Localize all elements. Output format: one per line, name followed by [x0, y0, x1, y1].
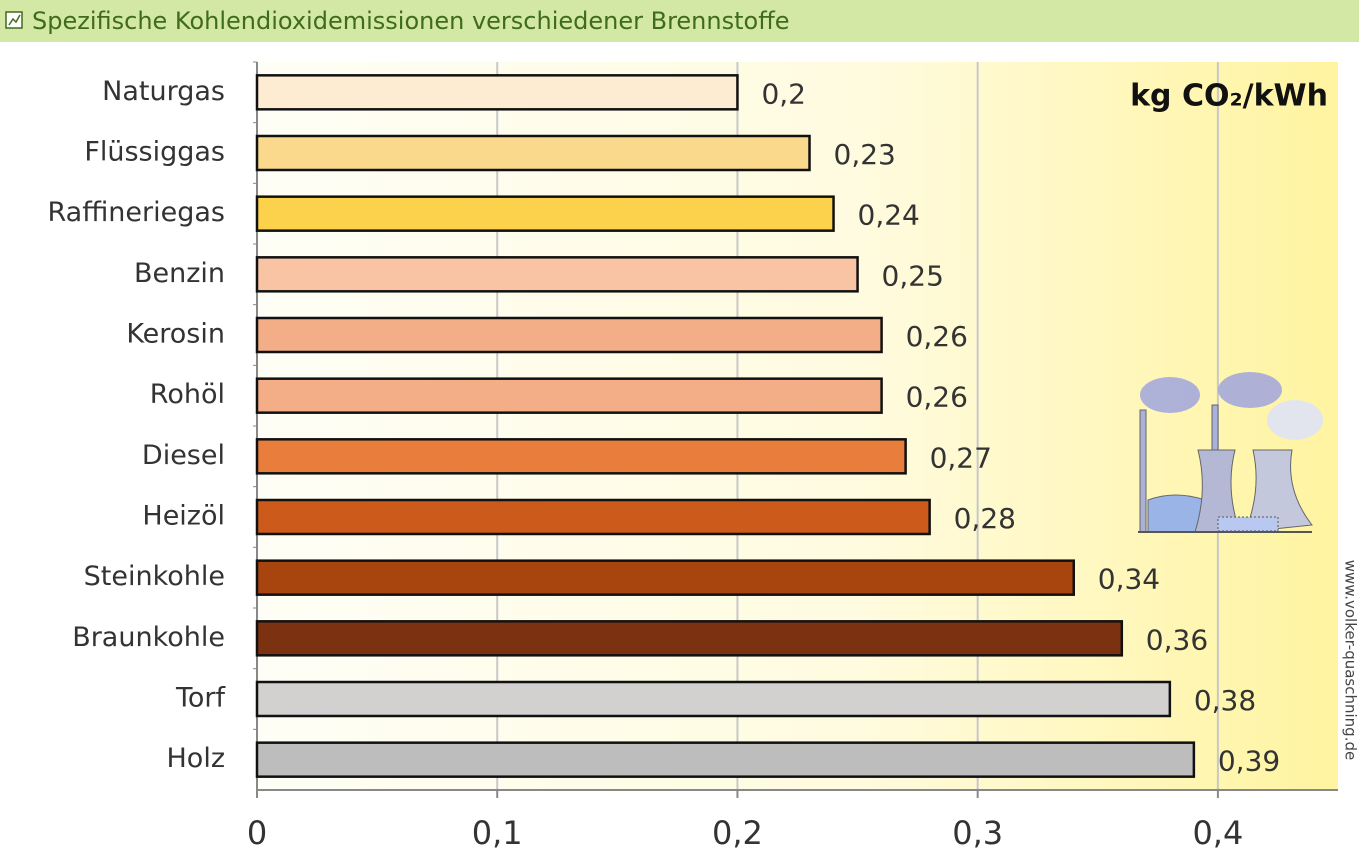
y-tick-label: Braunkohle	[72, 622, 225, 653]
x-tick-label: 0,4	[1192, 814, 1243, 852]
y-tick-label: Raffineriegas	[47, 197, 225, 228]
value-label: 0,23	[834, 138, 896, 171]
value-label: 0,36	[1146, 623, 1208, 656]
y-tick-label: Rohöl	[150, 379, 225, 410]
y-tick-label: Naturgas	[102, 76, 225, 107]
y-tick-label: Kerosin	[126, 319, 225, 350]
bar	[257, 743, 1194, 777]
bar	[257, 197, 834, 231]
y-tick-label: Flüssiggas	[84, 137, 225, 168]
y-tick-label: Diesel	[142, 440, 225, 471]
bar	[257, 136, 810, 170]
bar	[257, 318, 882, 352]
bar	[257, 75, 737, 109]
value-label: 0,38	[1194, 684, 1256, 717]
bar	[257, 500, 930, 534]
bar	[257, 257, 858, 291]
x-tick-label: 0,2	[712, 814, 763, 852]
value-label: 0,2	[761, 77, 806, 110]
value-label: 0,26	[906, 320, 968, 353]
bar	[257, 439, 906, 473]
y-tick-label: Holz	[167, 743, 226, 774]
value-label: 0,34	[1098, 563, 1160, 596]
value-label: 0,24	[858, 199, 920, 232]
x-tick-label: 0,3	[952, 814, 1003, 852]
bar	[257, 561, 1074, 595]
value-label: 0,25	[882, 259, 944, 292]
y-tick-label: Heizöl	[142, 501, 225, 532]
chart: Spezifische Kohlendioxidemissionen versc…	[0, 0, 1359, 864]
x-tick-label: 0,1	[472, 814, 523, 852]
watermark: www.volker-quaschning.de	[1342, 560, 1359, 760]
chart-title: Spezifische Kohlendioxidemissionen versc…	[32, 7, 790, 35]
y-tick-label: Torf	[175, 683, 227, 714]
y-tick-label: Benzin	[134, 258, 225, 289]
x-tick-label: 0	[247, 814, 267, 852]
value-label: 0,28	[954, 502, 1016, 535]
value-label: 0,26	[906, 381, 968, 414]
bar	[257, 621, 1122, 655]
bar	[257, 682, 1170, 716]
unit-label: kg CO₂/kWh	[1130, 79, 1328, 114]
value-label: 0,27	[930, 441, 992, 474]
bar	[257, 379, 882, 413]
value-label: 0,39	[1218, 745, 1280, 778]
y-tick-label: Steinkohle	[84, 561, 225, 592]
